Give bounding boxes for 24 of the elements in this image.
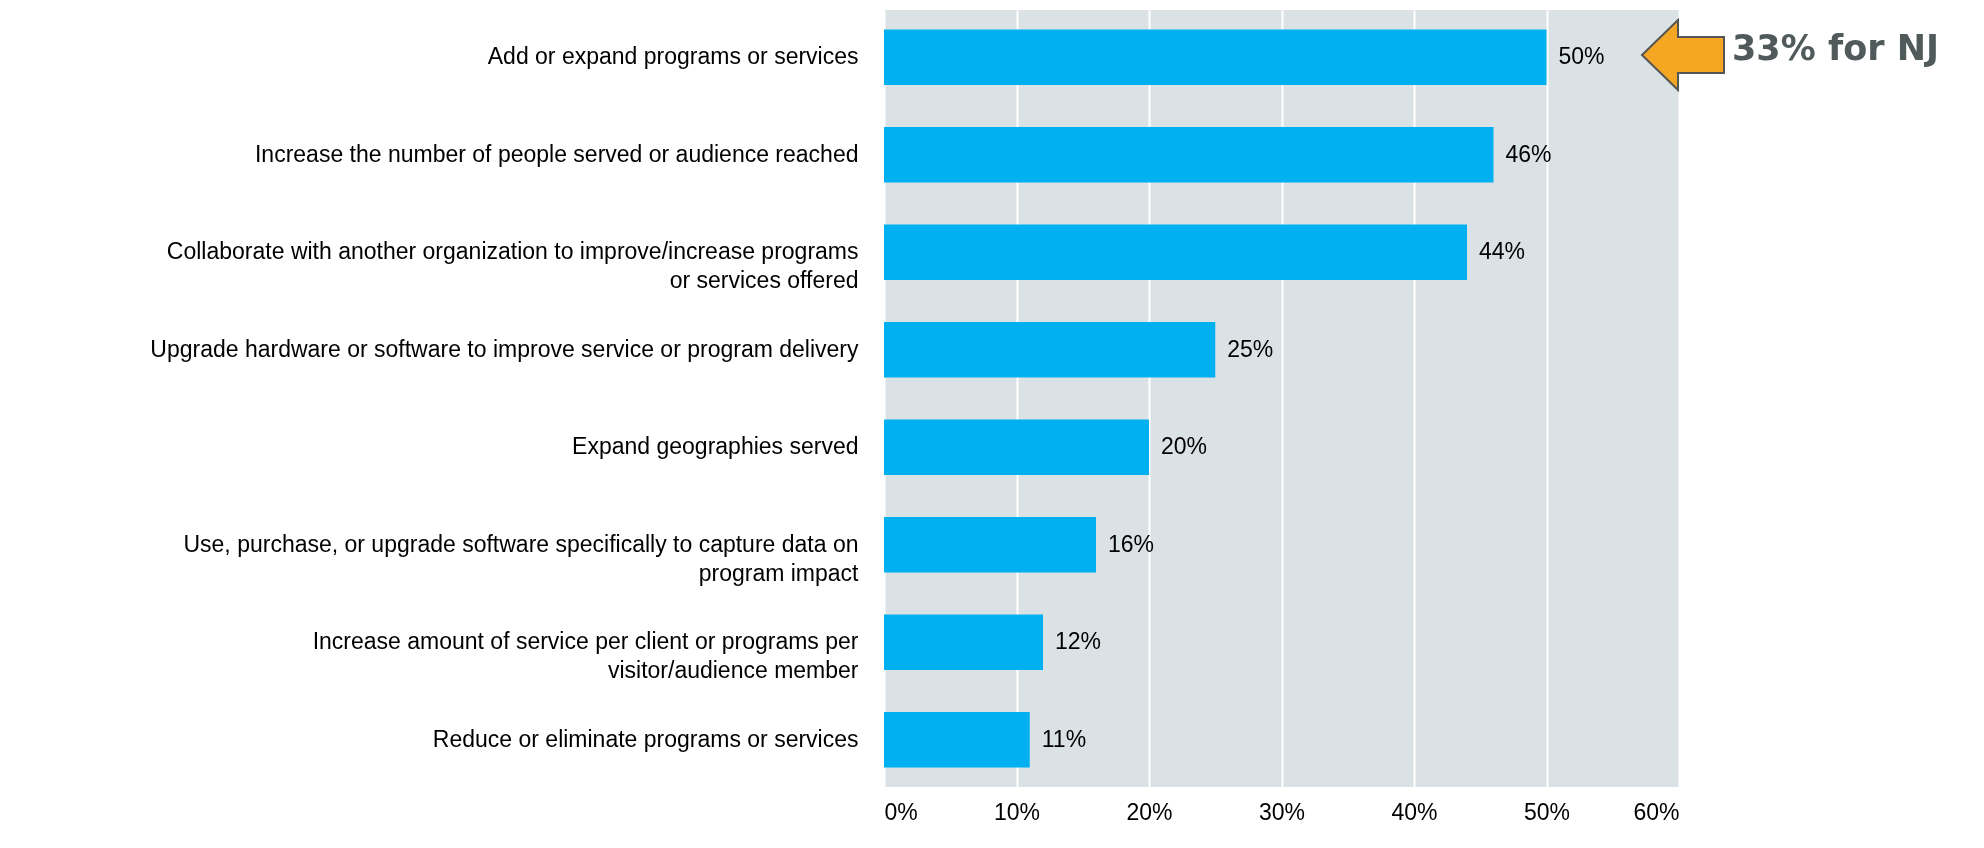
y-tick-label: Reduce or eliminate programs or services: [432, 725, 859, 752]
y-tick-label: Collaborate with another organization to improve/increase programs or services offered: [166, 238, 859, 294]
data-label: 12%: [1055, 628, 1102, 655]
text: 33% for NJ: [1732, 28, 1939, 68]
y-tick-label: Expand geographies served: [572, 433, 859, 460]
data-label: 25%: [1227, 335, 1274, 362]
y-tick-label: Increase the number of people served or audience reached: [254, 140, 859, 167]
y-tick-label: Upgrade hardware or software to improve service or program delivery: [150, 335, 859, 362]
data-label: 11%: [1041, 725, 1087, 752]
data-label: 46%: [1505, 140, 1552, 167]
x-tick-label: 50%: [1523, 798, 1571, 825]
y-tick-label: Use, purchase, or upgrade software specifically to capture data on program impact: [183, 530, 860, 586]
data-label: 16%: [1108, 530, 1155, 557]
x-tick-label: 60%: [1633, 798, 1680, 825]
x-tick-label: 0%: [884, 798, 918, 825]
x-tick-label: 30%: [1258, 798, 1306, 825]
data-label: 20%: [1161, 433, 1208, 460]
data-label: 44%: [1479, 238, 1526, 265]
x-tick-label: 10%: [993, 798, 1041, 825]
y-tick-label: Increase amount of service per client or programs per visitor/audience member: [312, 628, 859, 684]
x-tick-label: 20%: [1126, 798, 1173, 825]
y-tick-label: Add or expand programs or services: [487, 43, 859, 70]
data-label: 50%: [1558, 43, 1605, 70]
x-tick-label: 40%: [1391, 798, 1438, 825]
